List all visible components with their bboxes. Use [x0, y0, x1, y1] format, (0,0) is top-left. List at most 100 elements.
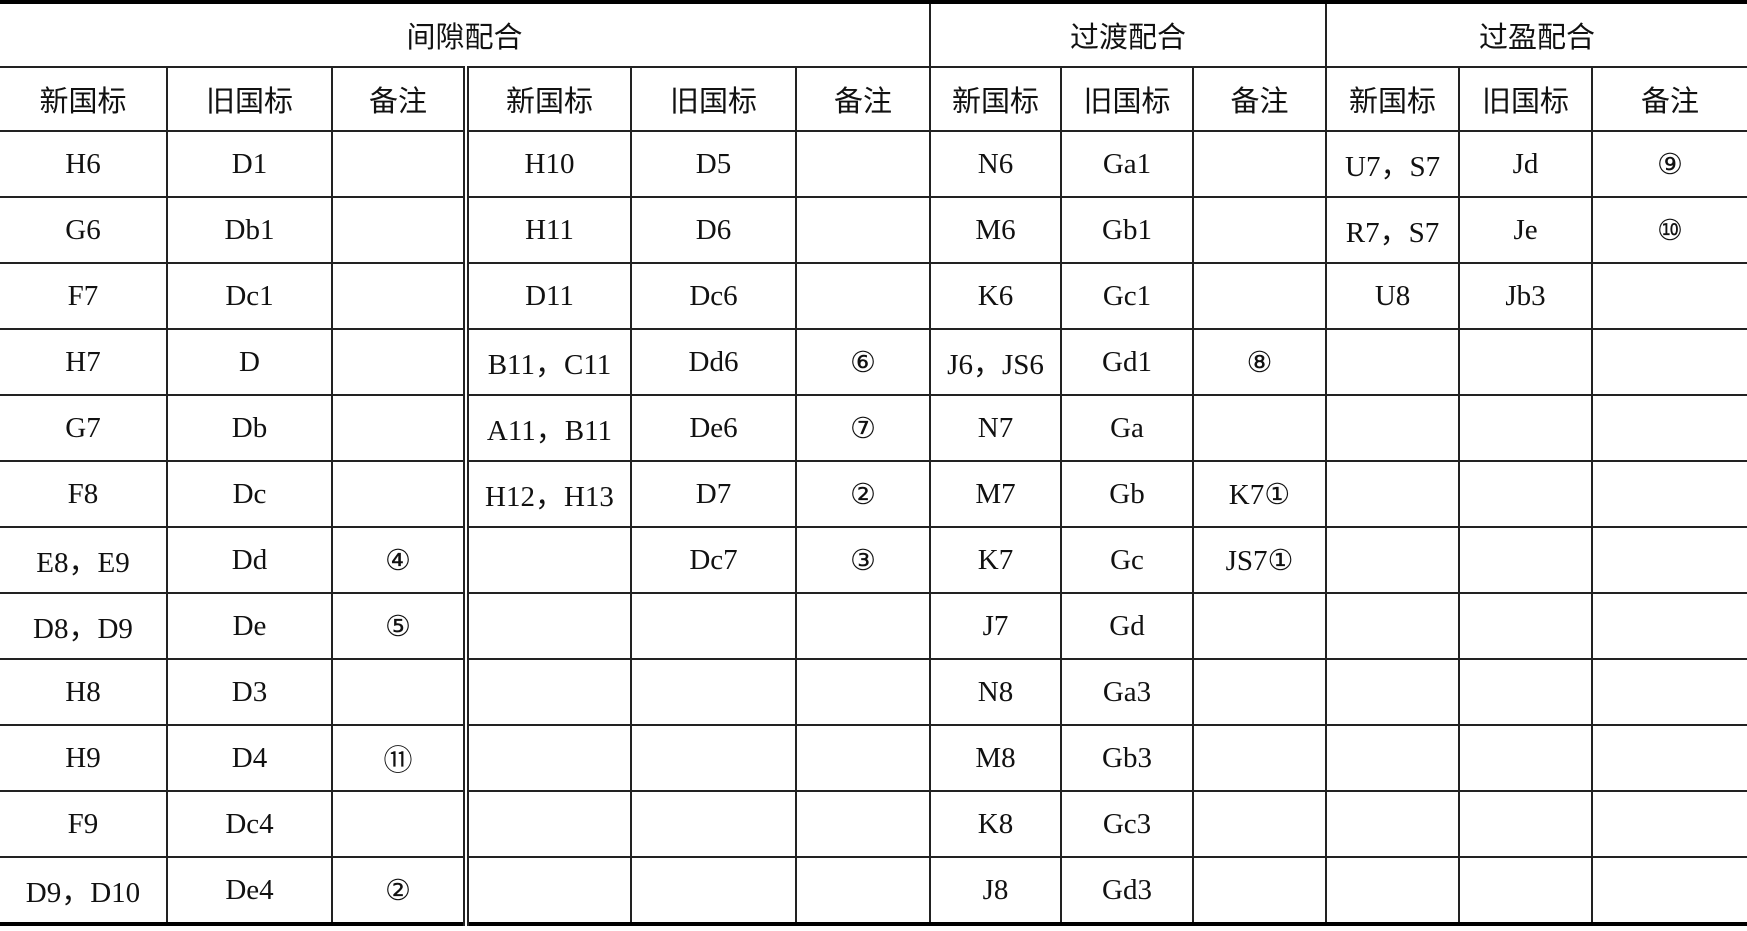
header-new-standard: 新国标 [0, 66, 168, 132]
table-row: D8，D9 De ⑤ J7 Gd [0, 592, 1747, 660]
cell-old-standard: Gd1 [1060, 328, 1195, 396]
cell-note [1591, 460, 1747, 528]
cell-old-standard [630, 790, 797, 858]
cell-new-standard: U8 [1325, 262, 1461, 330]
table-row: H7 D B11，C11 Dd6 ⑥ J6，JS6 Gd1 ⑧ [0, 328, 1747, 396]
cell-old-standard: Dc7 [630, 526, 797, 594]
cell-old-standard: Gd [1060, 592, 1195, 660]
cell-note [1192, 130, 1328, 198]
cell-old-standard [1458, 394, 1594, 462]
header-note: 备注 [794, 66, 932, 132]
cell-new-standard [1325, 790, 1461, 858]
cell-old-standard: D7 [630, 460, 797, 528]
table-row: H6 D1 H10 D5 N6 Ga1 U7，S7 Jd ⑨ [0, 130, 1747, 198]
cell-note: ② [794, 460, 932, 528]
header-note: 备注 [331, 66, 469, 132]
cell-new-standard: F8 [0, 460, 168, 528]
cell-note: ④ [331, 526, 469, 594]
header-old-standard: 旧国标 [1060, 66, 1195, 132]
cell-new-standard: H9 [0, 724, 168, 792]
cell-note [794, 856, 932, 925]
cell-note [1192, 196, 1328, 264]
cell-note [1591, 856, 1747, 925]
cell-old-standard [1458, 592, 1594, 660]
cell-new-standard [465, 724, 632, 792]
cell-note: ③ [794, 526, 932, 594]
cell-old-standard: Ga1 [1060, 130, 1195, 198]
cell-new-standard: G7 [0, 394, 168, 462]
group-header-row: 间隙配合 过渡配合 过盈配合 [0, 1, 1747, 68]
cell-new-standard: M6 [929, 196, 1063, 264]
cell-old-standard [630, 856, 797, 925]
cell-old-standard: Dc6 [630, 262, 797, 330]
cell-old-standard: Ga3 [1060, 658, 1195, 726]
cell-old-standard [630, 724, 797, 792]
table-row: F8 Dc H12，H13 D7 ② M7 Gb K7① [0, 460, 1747, 528]
cell-old-standard: Jb3 [1458, 262, 1594, 330]
cell-old-standard [1458, 724, 1594, 792]
cell-old-standard: Gd3 [1060, 856, 1195, 925]
cell-note [1591, 394, 1747, 462]
cell-old-standard: Gc [1060, 526, 1195, 594]
cell-note: ⑥ [794, 328, 932, 396]
cell-new-standard [465, 658, 632, 726]
cell-note [1591, 658, 1747, 726]
cell-new-standard [1325, 394, 1461, 462]
cell-old-standard: Dd [166, 526, 333, 594]
cell-old-standard: De6 [630, 394, 797, 462]
cell-note: ⑦ [794, 394, 932, 462]
cell-new-standard: G6 [0, 196, 168, 264]
cell-new-standard [465, 856, 632, 925]
cell-new-standard [1325, 592, 1461, 660]
cell-new-standard: N6 [929, 130, 1063, 198]
cell-note [794, 196, 932, 264]
cell-note: ⑪ [331, 724, 469, 792]
header-new-standard: 新国标 [929, 66, 1063, 132]
cell-new-standard [1325, 526, 1461, 594]
cell-old-standard: D1 [166, 130, 333, 198]
table-row: F9 Dc4 K8 Gc3 [0, 790, 1747, 858]
cell-new-standard: R7，S7 [1325, 196, 1461, 264]
table-row: D9，D10 De4 ② J8 Gd3 [0, 856, 1747, 925]
cell-note: K7① [1192, 460, 1328, 528]
cell-note [331, 328, 469, 396]
cell-note [794, 130, 932, 198]
cell-old-standard [1458, 790, 1594, 858]
cell-new-standard [1325, 856, 1461, 925]
cell-note: JS7① [1192, 526, 1328, 594]
cell-note [1192, 592, 1328, 660]
cell-new-standard: H10 [465, 130, 632, 198]
cell-new-standard: D8，D9 [0, 592, 168, 660]
header-note: 备注 [1192, 66, 1328, 132]
cell-note [1591, 592, 1747, 660]
sub-header-row: 新国标 旧国标 备注 新国标 旧国标 备注 新国标 旧国标 备注 新国标 旧国标 备注 [0, 66, 1747, 132]
cell-note [794, 790, 932, 858]
cell-note [331, 460, 469, 528]
cell-old-standard: Je [1458, 196, 1594, 264]
cell-new-standard: K8 [929, 790, 1063, 858]
cell-old-standard: D [166, 328, 333, 396]
cell-old-standard: Ga [1060, 394, 1195, 462]
header-old-standard: 旧国标 [630, 66, 797, 132]
cell-new-standard: N8 [929, 658, 1063, 726]
cell-new-standard [1325, 658, 1461, 726]
cell-old-standard: Dc4 [166, 790, 333, 858]
cell-new-standard [1325, 460, 1461, 528]
cell-note [1192, 790, 1328, 858]
header-old-standard: 旧国标 [1458, 66, 1594, 132]
cell-note: ⑨ [1591, 130, 1747, 198]
table-row: G6 Db1 H11 D6 M6 Gb1 R7，S7 Je ⑩ [0, 196, 1747, 264]
cell-note [1192, 394, 1328, 462]
cell-new-standard: K7 [929, 526, 1063, 594]
cell-new-standard: U7，S7 [1325, 130, 1461, 198]
cell-note: ⑧ [1192, 328, 1328, 396]
cell-note [331, 790, 469, 858]
cell-new-standard: J7 [929, 592, 1063, 660]
cell-new-standard: N7 [929, 394, 1063, 462]
cell-note [1192, 262, 1328, 330]
header-old-standard: 旧国标 [166, 66, 333, 132]
cell-note [794, 592, 932, 660]
cell-note [1591, 790, 1747, 858]
cell-old-standard: Gc1 [1060, 262, 1195, 330]
